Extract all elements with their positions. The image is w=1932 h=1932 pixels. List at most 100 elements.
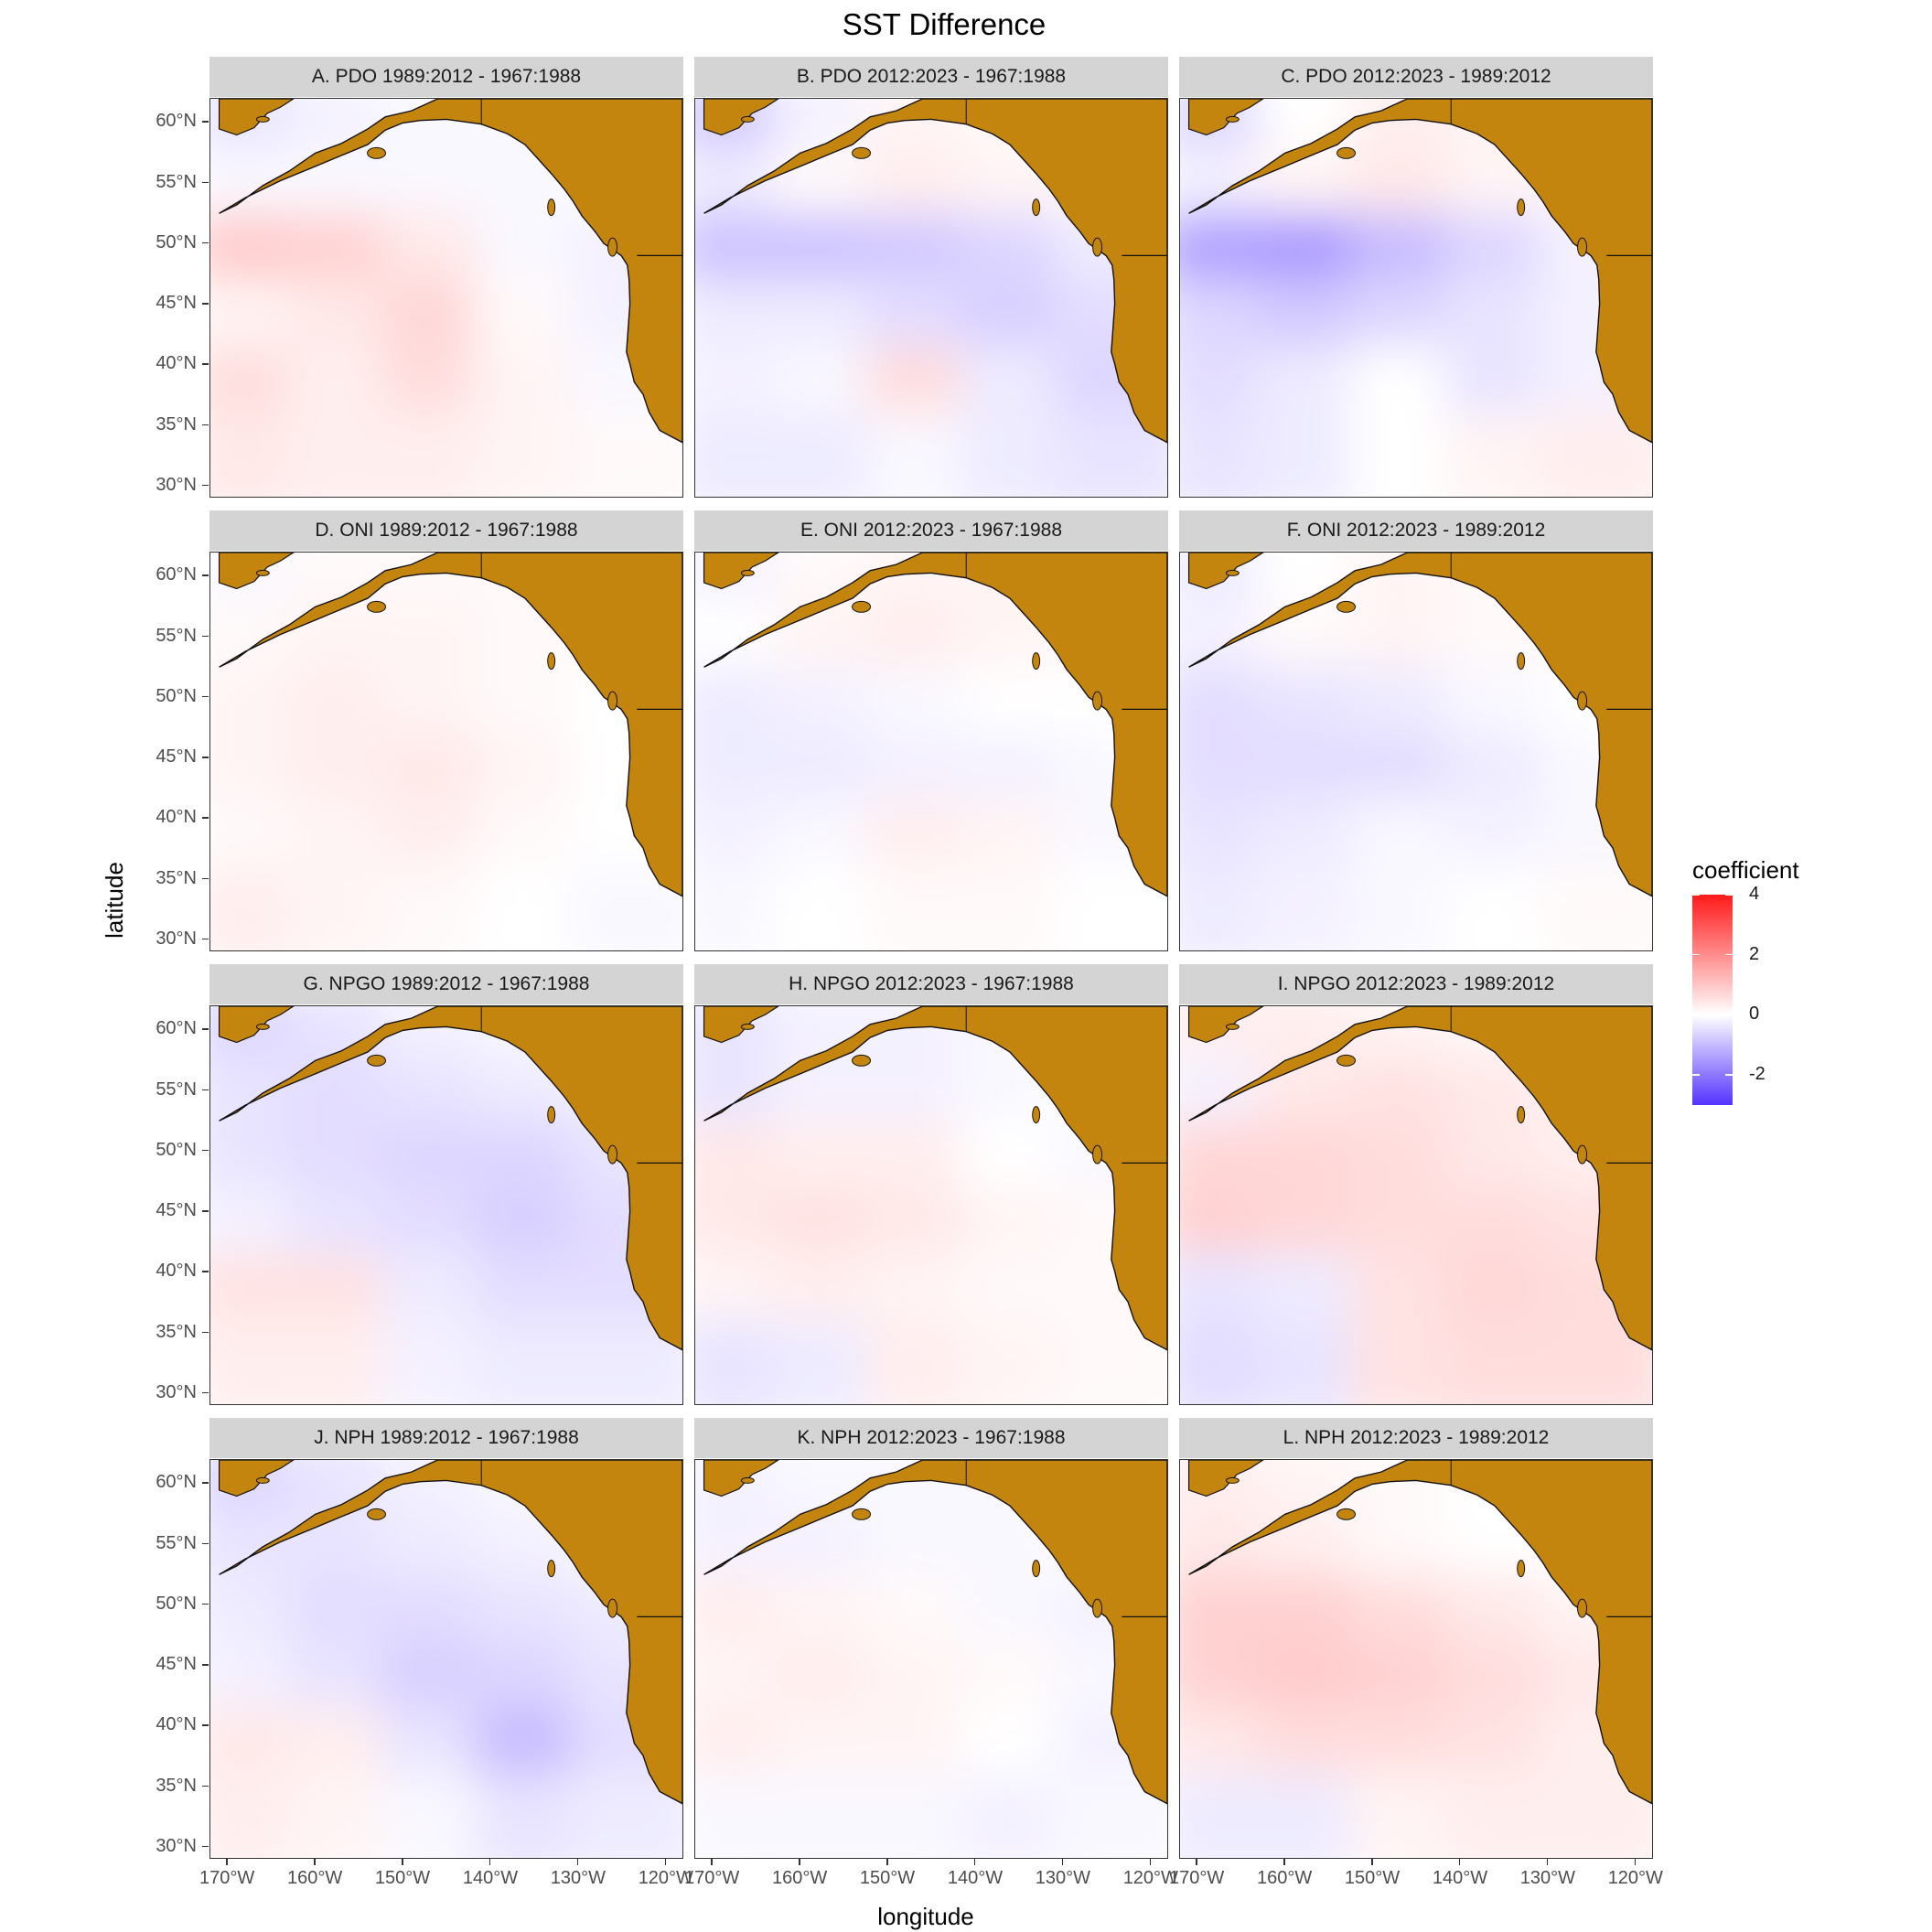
island [1225,115,1240,123]
y-tick-label: 40°N [156,1261,197,1282]
island [1336,1054,1357,1067]
x-tick-label: 150°W [859,1868,916,1888]
legend-colorbar [1692,895,1733,1105]
map-panel: H. NPGO 2012:2023 - 1967:1988 [694,964,1168,1405]
north-america-landmass [703,553,1167,897]
sst-field [1180,1006,1652,1404]
y-tick-label: 30°N [156,1835,197,1856]
y-tick-mark [202,1149,209,1152]
north-america-landmass [703,1006,1167,1351]
y-tick-mark [202,1542,209,1545]
legend-tick-mark [1725,894,1733,896]
sst-field [210,99,682,497]
island [1517,1560,1526,1578]
y-tick-mark [202,1482,209,1484]
y-tick-label: 45°N [156,293,197,314]
legend-tick-mark [1725,953,1733,956]
north-america-landmass [1188,1460,1652,1805]
y-tick-mark [202,757,209,758]
x-tick-mark [799,1859,800,1865]
island [607,1144,618,1165]
island [1225,1476,1240,1484]
island [1092,237,1103,257]
y-tick-label: 40°N [156,353,197,374]
x-tick-label: 120°W [1607,1868,1663,1888]
y-tick-label: 40°N [156,1714,197,1735]
island [1336,146,1357,159]
map-panel: D. ONI 1989:2012 - 1967:1988 [209,510,683,951]
panel-strip-label: A. PDO 1989:2012 - 1967:1988 [209,57,683,97]
y-tick-mark [202,242,209,244]
panel-strip-label: C. PDO 2012:2023 - 1989:2012 [1179,57,1653,97]
map-plot-area [694,552,1168,951]
legend-tick-mark [1692,953,1700,956]
x-axis-title: longitude [877,1903,974,1930]
y-tick-label: 35°N [156,867,197,888]
sst-field [695,1460,1167,1858]
y-tick-label: 50°N [156,1139,197,1160]
x-tick-label: 140°W [462,1868,519,1888]
sst-field [210,1460,682,1858]
island [852,600,872,613]
y-tick-label: 30°N [156,928,197,949]
north-america-landmass [703,99,1167,444]
y-tick-label: 50°N [156,1593,197,1614]
y-tick-mark [202,817,209,819]
y-tick-mark [202,1028,209,1030]
y-tick-mark [202,121,209,123]
y-tick-label: 55°N [156,625,197,646]
x-tick-label: 120°W [1122,1868,1178,1888]
panel-strip-label: H. NPGO 2012:2023 - 1967:1988 [694,964,1168,1004]
map-plot-area [1179,98,1653,498]
y-tick-label: 30°N [156,474,197,495]
x-tick-mark [314,1859,316,1865]
y-tick-label: 60°N [156,111,197,132]
island [367,146,387,159]
island [852,1508,872,1520]
y-tick-label: 35°N [156,1321,197,1342]
island [740,569,755,576]
map-panel: E. ONI 2012:2023 - 1967:1988 [694,510,1168,951]
island [547,199,556,217]
island [740,1023,755,1030]
y-tick-mark [202,303,209,305]
y-tick-label: 35°N [156,1775,197,1796]
x-tick-label: 150°W [374,1868,431,1888]
x-tick-label: 170°W [1169,1868,1225,1888]
y-tick-mark [202,1845,209,1848]
panel-strip-label: F. ONI 2012:2023 - 1989:2012 [1179,510,1653,551]
legend-tick-mark [1725,1074,1733,1076]
legend-tick-mark [1692,1014,1700,1015]
y-tick-label: 50°N [156,231,197,252]
island [255,569,270,576]
island [547,1106,556,1124]
legend-tick-mark [1725,1014,1733,1015]
y-tick-label: 50°N [156,685,197,706]
x-tick-label: 140°W [1432,1868,1488,1888]
island [607,691,618,711]
x-tick-label: 120°W [638,1868,693,1888]
island [367,1508,387,1520]
sst-field [695,99,1167,497]
y-tick-label: 35°N [156,413,197,435]
map-plot-area [694,1459,1168,1859]
x-tick-mark [402,1859,403,1865]
panel-strip-label: D. ONI 1989:2012 - 1967:1988 [209,510,683,551]
y-tick-mark [202,181,209,184]
island [255,115,270,123]
legend-tick-mark [1692,894,1700,896]
x-tick-mark [226,1859,228,1865]
x-tick-mark [1371,1859,1373,1865]
y-tick-mark [202,1724,209,1726]
x-tick-mark [1634,1859,1637,1865]
island [1225,1023,1240,1030]
x-tick-mark [1196,1859,1197,1865]
island [547,1560,556,1578]
y-tick-label: 55°N [156,1532,197,1553]
x-tick-mark [488,1859,491,1865]
x-tick-mark [664,1859,667,1865]
island [1577,691,1588,711]
x-tick-mark [576,1859,579,1865]
map-panel: K. NPH 2012:2023 - 1967:1988 [694,1418,1168,1859]
legend-tick-label: -2 [1749,1064,1766,1085]
